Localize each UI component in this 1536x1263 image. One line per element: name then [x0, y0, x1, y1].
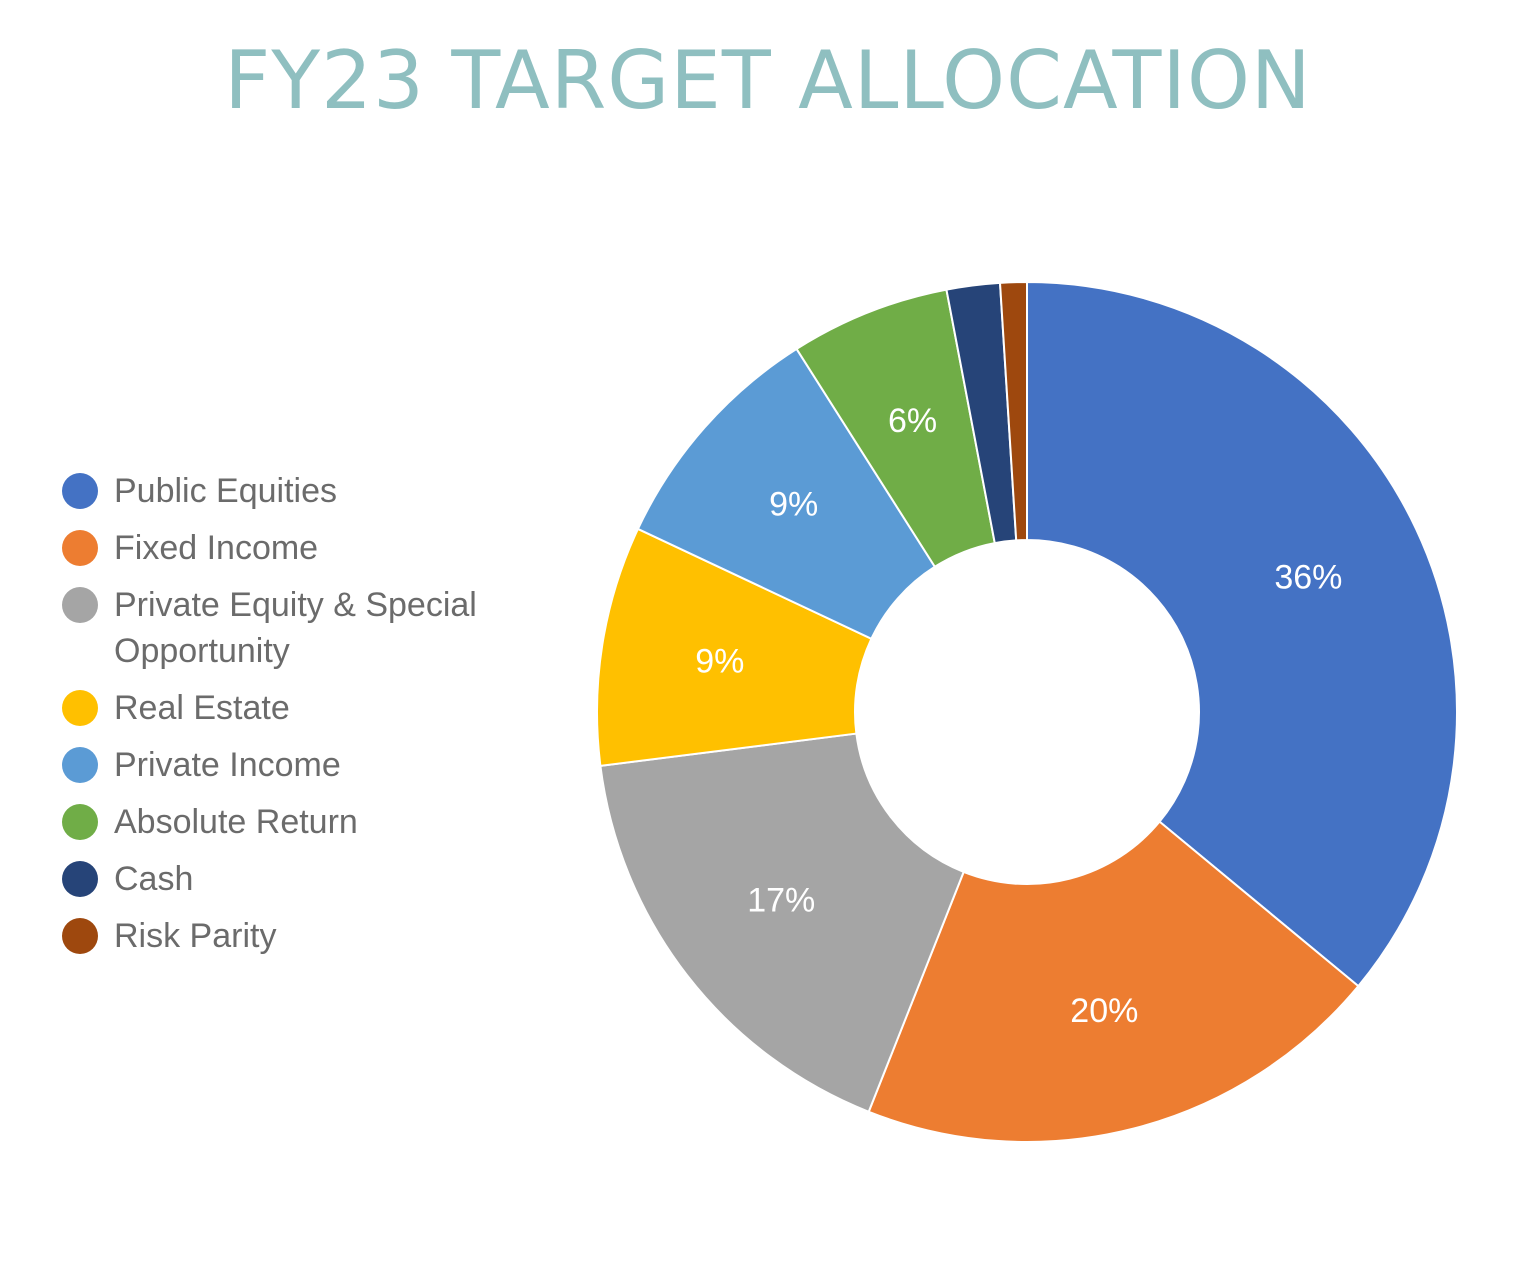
legend-item: Fixed Income: [62, 525, 532, 571]
slice-data-label: 17%: [747, 882, 815, 920]
legend-item: Cash: [62, 856, 532, 902]
legend-item: Private Income: [62, 742, 532, 788]
donut-slice: [596, 527, 873, 768]
legend-swatch: [62, 804, 98, 840]
donut-slice: [636, 347, 937, 641]
legend-swatch: [62, 530, 98, 566]
donut-slice: [998, 280, 1028, 542]
slice-data-label: 9%: [769, 485, 818, 523]
legend-item: Private Equity & Special Opportunity: [62, 582, 532, 674]
legend-item: Real Estate: [62, 685, 532, 731]
chart-title: FY23 TARGET ALLOCATION: [224, 34, 1312, 127]
donut-slice: [599, 732, 965, 1114]
slice-data-label: 6%: [888, 402, 937, 440]
slice-data-label: 20%: [1070, 992, 1138, 1030]
legend-label: Risk Parity: [114, 917, 277, 955]
legend-swatch: [62, 587, 98, 623]
legend-swatch: [62, 690, 98, 726]
chart-legend: Public Equities Fixed Income Private Equit…: [62, 468, 532, 970]
legend-label: Private Equity & Special Opportunity: [114, 586, 477, 670]
legend-swatch: [62, 861, 98, 897]
legend-item: Public Equities: [62, 468, 532, 514]
legend-label: Public Equities: [114, 472, 338, 510]
legend-label: Real Estate: [114, 689, 290, 727]
legend-swatch: [62, 473, 98, 509]
donut-slice: [867, 820, 1360, 1143]
legend-label: Cash: [114, 860, 194, 898]
legend-label: Private Income: [114, 746, 341, 784]
legend-swatch: [62, 747, 98, 783]
slice-data-label: 36%: [1274, 559, 1342, 597]
legend-item: Risk Parity: [62, 913, 532, 959]
legend-label: Absolute Return: [114, 803, 358, 841]
legend-item: Absolute Return: [62, 799, 532, 845]
legend-label: Fixed Income: [114, 529, 319, 567]
donut-slice: [1026, 280, 1458, 988]
legend-swatch: [62, 918, 98, 954]
slice-data-label: 9%: [695, 642, 744, 680]
